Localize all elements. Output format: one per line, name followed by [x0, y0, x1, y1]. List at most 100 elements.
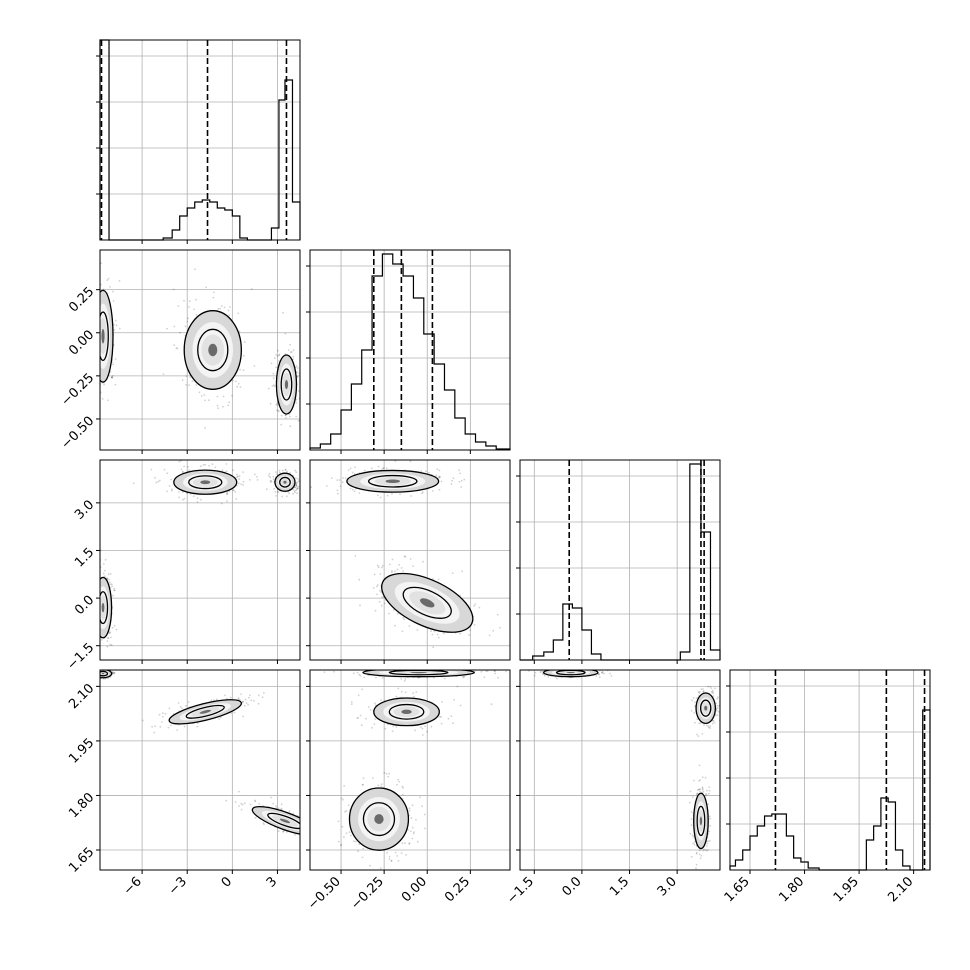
- sample-point: [302, 829, 304, 831]
- sample-point: [181, 379, 184, 382]
- density-core: [283, 480, 287, 484]
- sample-point: [228, 314, 231, 316]
- sample-point: [343, 836, 345, 839]
- sample-point: [186, 320, 189, 323]
- sample-point: [363, 469, 366, 472]
- y-tick-label: 0.25: [66, 284, 97, 315]
- density-core: [101, 672, 105, 675]
- sample-point: [494, 672, 496, 675]
- sample-point: [603, 672, 605, 675]
- density-content: [527, 666, 720, 870]
- sample-point: [410, 495, 412, 497]
- sample-point: [288, 492, 291, 495]
- sample-point: [97, 673, 99, 675]
- sample-point: [561, 668, 563, 670]
- x-tick-label: 0.00: [399, 874, 430, 905]
- sample-point: [102, 563, 105, 565]
- sample-point: [286, 470, 288, 473]
- sample-point: [150, 468, 153, 471]
- sample-point: [413, 831, 415, 833]
- density-core: [200, 480, 211, 485]
- density-core: [199, 709, 211, 714]
- sample-point: [91, 583, 93, 585]
- sample-point: [699, 857, 702, 860]
- sample-point: [92, 346, 94, 348]
- sample-point: [249, 694, 251, 696]
- sample-point: [505, 670, 507, 673]
- sample-point: [96, 580, 98, 582]
- sample-point: [713, 721, 716, 724]
- sample-point: [96, 614, 98, 616]
- sample-point: [539, 671, 542, 674]
- sample-point: [295, 481, 297, 484]
- sample-point: [690, 811, 693, 813]
- sample-point: [408, 625, 411, 627]
- sample-point: [711, 691, 714, 693]
- sample-point: [237, 482, 240, 485]
- sample-point: [302, 822, 304, 824]
- sample-point: [231, 394, 233, 397]
- sample-point: [288, 810, 291, 812]
- sample-point: [226, 491, 228, 494]
- sample-point: [112, 363, 114, 366]
- sample-point: [371, 726, 373, 729]
- sample-point: [421, 492, 423, 495]
- sample-point: [111, 585, 113, 588]
- sample-point: [586, 667, 588, 669]
- sample-point: [548, 666, 550, 668]
- sample-point: [379, 573, 382, 575]
- sample-point: [356, 671, 359, 674]
- sample-point: [98, 361, 100, 363]
- sample-point: [181, 491, 184, 494]
- sample-point: [698, 722, 700, 725]
- sample-point: [301, 827, 303, 829]
- sample-point: [716, 697, 719, 700]
- sample-point: [97, 301, 99, 303]
- sample-point: [164, 712, 167, 715]
- sample-point: [224, 694, 226, 697]
- sample-point: [93, 674, 95, 676]
- sample-point: [216, 404, 219, 407]
- sample-point: [96, 671, 98, 673]
- sample-point: [275, 354, 278, 356]
- sample-point: [284, 414, 287, 417]
- sample-point: [416, 840, 419, 843]
- contour-inner: [402, 586, 452, 619]
- sample-point: [588, 667, 590, 669]
- sample-point: [379, 589, 381, 592]
- sample-point: [103, 569, 106, 572]
- sample-point: [99, 667, 101, 669]
- sample-point: [242, 471, 245, 473]
- density-content: [88, 262, 307, 429]
- density-mode: [162, 268, 256, 429]
- sample-point: [278, 410, 280, 413]
- sample-point: [179, 705, 182, 708]
- sample-point: [107, 637, 110, 639]
- histogram-steps: [99, 39, 301, 241]
- sample-point: [545, 668, 547, 670]
- sample-point: [370, 467, 373, 470]
- x-tick-label: 1.65: [722, 874, 753, 905]
- y-tick-label: 1.80: [66, 790, 97, 821]
- sample-point: [242, 369, 245, 372]
- sample-point: [383, 771, 386, 774]
- sample-point: [391, 493, 393, 495]
- sample-point: [708, 726, 710, 729]
- panel-background: [100, 40, 300, 240]
- sample-point: [292, 349, 295, 352]
- sample-point: [376, 593, 378, 596]
- sample-point: [380, 785, 383, 787]
- sample-point: [411, 837, 414, 840]
- sample-point: [113, 587, 115, 590]
- sample-point: [243, 341, 246, 343]
- sample-point: [696, 792, 698, 795]
- sample-point: [395, 695, 398, 698]
- sample-point: [697, 691, 700, 693]
- density-mode: [91, 549, 118, 649]
- sample-point: [305, 398, 307, 400]
- sample-point: [203, 394, 206, 396]
- sample-point: [108, 578, 110, 581]
- density-mode: [688, 764, 712, 870]
- density-panel-1-2: [306, 459, 511, 664]
- sample-point: [88, 365, 90, 367]
